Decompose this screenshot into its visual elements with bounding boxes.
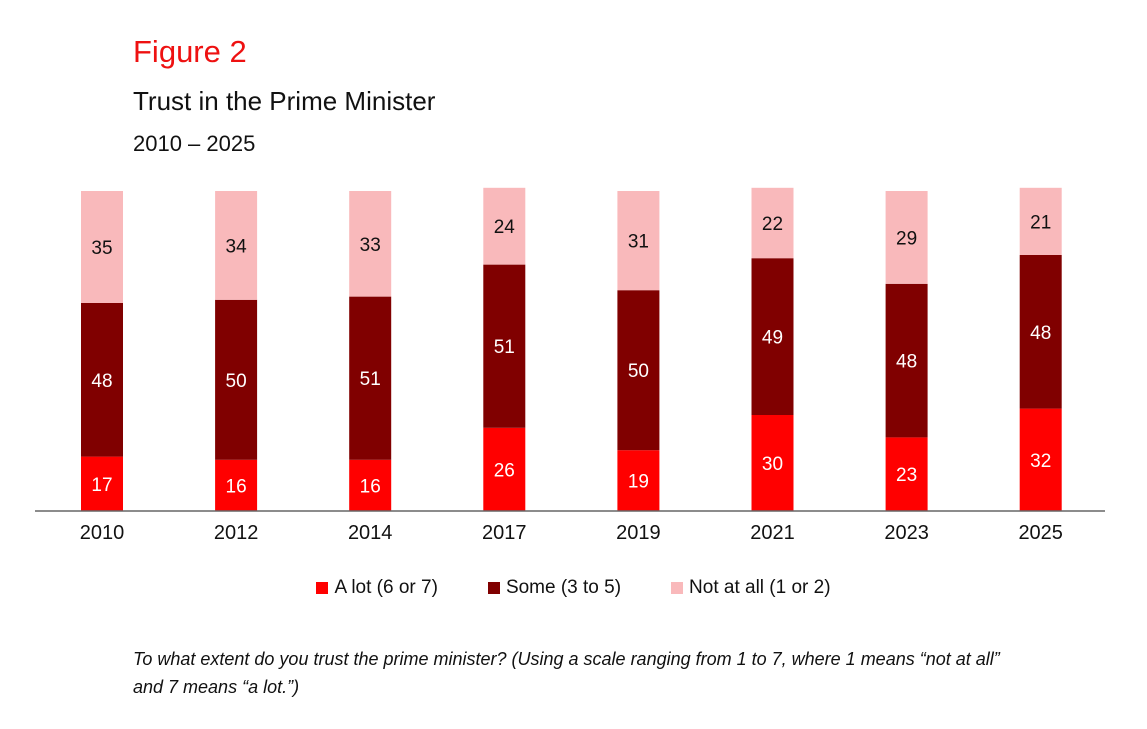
- data-label: 16: [360, 476, 381, 497]
- x-tick-label: 2025: [1018, 522, 1063, 544]
- bar-segment: [215, 299, 258, 460]
- x-tick-label: 2010: [80, 522, 125, 544]
- bar-segment: [483, 427, 526, 511]
- legend-swatch: [487, 582, 500, 594]
- data-label: 19: [628, 472, 649, 493]
- figure-label: Figure 2: [133, 34, 247, 69]
- legend-item-a-lot: A lot (6 or 7): [316, 577, 438, 599]
- legend-item-some: Some (3 to 5): [487, 577, 622, 599]
- data-label: 48: [1030, 323, 1051, 344]
- bar-segment: [483, 264, 526, 428]
- data-label: 23: [896, 465, 917, 486]
- data-label: 35: [91, 238, 112, 259]
- bar-segment: [885, 191, 928, 284]
- legend-swatch: [316, 582, 329, 594]
- legend-label: A lot (6 or 7): [334, 577, 438, 598]
- legend-swatch: [671, 582, 684, 594]
- data-label: 50: [628, 361, 649, 382]
- data-label: 30: [762, 454, 783, 475]
- bar-segment: [81, 303, 123, 457]
- bar-segment: [483, 187, 526, 265]
- legend-label: Some (3 to 5): [505, 577, 622, 598]
- legend-item-not-at-all: Not at all (1 or 2): [671, 577, 831, 599]
- bar-segment: [885, 283, 928, 438]
- bar-segment: [751, 187, 794, 259]
- x-tick-label: 2017: [482, 522, 527, 544]
- bar-segment: [1019, 408, 1062, 511]
- bar-segment: [349, 296, 392, 460]
- data-label: 31: [628, 232, 649, 253]
- chart-subtitle: 2010 – 2025: [133, 131, 256, 156]
- x-tick-label: 2014: [348, 522, 393, 544]
- data-label: 33: [360, 235, 381, 256]
- data-label: 29: [896, 228, 917, 249]
- data-label: 50: [226, 371, 247, 392]
- data-label: 48: [896, 352, 917, 373]
- data-label: 16: [226, 476, 247, 497]
- data-label: 24: [494, 217, 516, 238]
- bar-segment: [81, 456, 123, 511]
- x-tick-label: 2019: [616, 522, 661, 544]
- bar-segment: [1019, 187, 1062, 255]
- data-label: 51: [494, 337, 515, 358]
- data-label: 34: [226, 236, 248, 257]
- bar-segment: [617, 191, 660, 291]
- bar-segment: [349, 191, 392, 297]
- x-tick-label: 2021: [750, 522, 795, 544]
- bar-segment: [215, 459, 258, 511]
- legend: A lot (6 or 7) Some (3 to 5) Not at all …: [0, 577, 1147, 599]
- bar-segment: [885, 437, 928, 511]
- data-label: 48: [91, 371, 112, 392]
- bar-segment: [751, 258, 794, 415]
- data-label: 49: [762, 328, 783, 349]
- data-label: 21: [1030, 212, 1051, 233]
- data-label: 17: [91, 475, 112, 496]
- bar-segment: [751, 415, 794, 511]
- bar-segment: [81, 191, 123, 303]
- bar-segment: [349, 459, 392, 511]
- bar-segment: [215, 191, 258, 300]
- data-label: 26: [494, 460, 515, 481]
- x-tick-label: 2023: [884, 522, 929, 544]
- legend-label: Not at all (1 or 2): [689, 577, 831, 598]
- data-label: 22: [762, 214, 783, 235]
- data-label: 32: [1030, 451, 1051, 472]
- bar-segment: [617, 450, 660, 511]
- bar-segment: [1019, 255, 1062, 409]
- data-label: 51: [360, 369, 381, 390]
- footnote: To what extent do you trust the prime mi…: [133, 649, 1000, 697]
- x-tick-label: 2012: [214, 522, 259, 544]
- chart-title: Trust in the Prime Minister: [133, 86, 436, 116]
- bar-segment: [617, 290, 660, 451]
